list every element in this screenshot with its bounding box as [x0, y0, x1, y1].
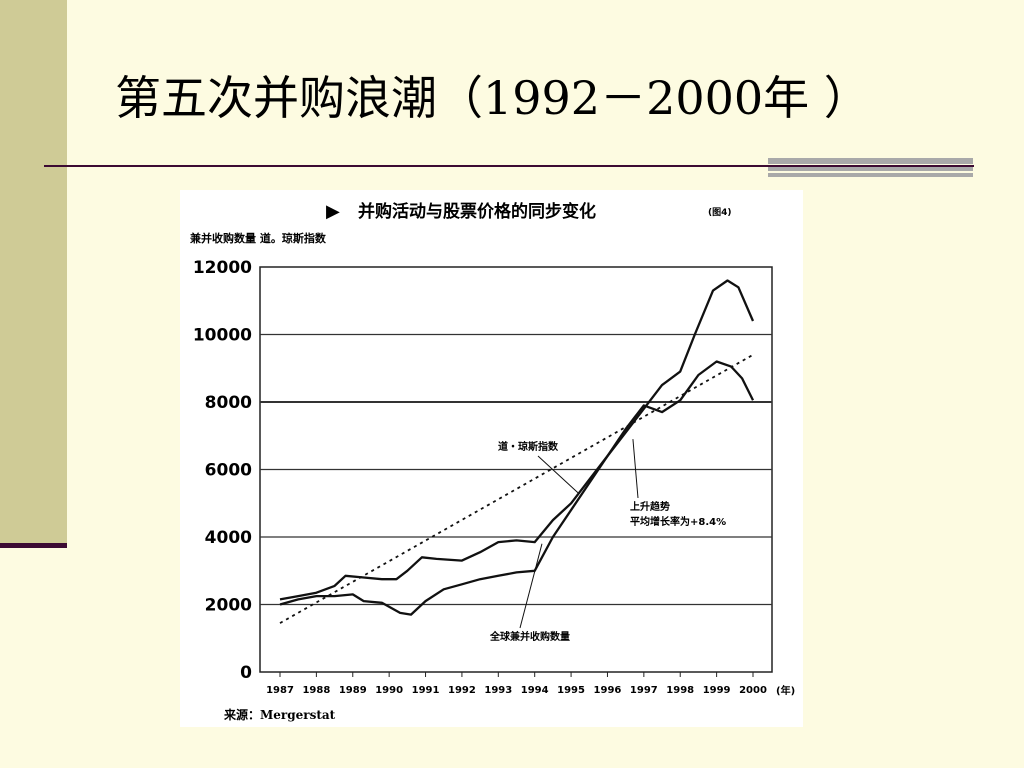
series-line-0: [279, 279, 755, 601]
x-tick-label-1991: 1991: [412, 685, 440, 696]
slide-title: 第五次并购浪潮（1992－2000年 ）: [115, 71, 870, 125]
y-tick-label-10000: 10000: [193, 326, 252, 346]
side-bar-decoration: [0, 0, 67, 543]
y-axis-label: 兼并收购数量 道。琼斯指数: [190, 231, 327, 245]
x-tick-label-1990: 1990: [375, 685, 403, 696]
x-tick-label-1989: 1989: [339, 685, 367, 696]
annotation-label-1-line2: 平均增长率为+8.4%: [630, 515, 726, 528]
chart-figure-ref: (图4): [708, 207, 732, 218]
x-tick-label-1994: 1994: [521, 685, 549, 696]
title-rule: [44, 165, 974, 167]
x-tick-label-1999: 1999: [703, 685, 731, 696]
x-tick-label-1988: 1988: [302, 685, 330, 696]
x-tick-label-1992: 1992: [448, 685, 476, 696]
title-rule-accent: [768, 158, 973, 178]
x-tick-label-1987: 1987: [266, 685, 294, 696]
x-tick-label-1997: 1997: [630, 685, 658, 696]
annotation-label-2: 全球兼并收购数量: [489, 630, 570, 643]
annotation-label-1: 上升趋势: [630, 500, 670, 513]
series-line-2: [279, 354, 754, 624]
y-tick-label-12000: 12000: [193, 258, 252, 278]
y-tick-label-0: 0: [240, 663, 252, 683]
x-tick-label-1998: 1998: [666, 685, 694, 696]
x-axis-unit: (年): [776, 684, 795, 697]
annotation-label-0: 道・琼斯指数: [498, 440, 559, 453]
x-tick-label-1993: 1993: [484, 685, 512, 696]
chart-title-marker: ▶: [326, 201, 340, 222]
y-tick-label-4000: 4000: [205, 528, 252, 548]
x-tick-label-1995: 1995: [557, 685, 585, 696]
annotation-leader-1: [632, 439, 639, 499]
chart-figure: ▶ 并购活动与股票价格的同步变化 (图4) 兼并收购数量 道。琼斯指数 0 200…: [180, 190, 803, 727]
annotation-leader-0: [537, 455, 579, 494]
chart-title: 并购活动与股票价格的同步变化: [358, 201, 596, 222]
y-tick-label-2000: 2000: [205, 596, 252, 616]
plot-area: 0 2000 4000 6000 8000 10000 12000 1987 1988 1989 1…: [193, 258, 773, 696]
annotation-leader-2: [519, 543, 543, 629]
y-tick-label-8000: 8000: [205, 393, 252, 413]
merger-chart: ▶ 并购活动与股票价格的同步变化 (图4) 兼并收购数量 道。琼斯指数 0 200…: [190, 201, 795, 722]
x-tick-label-2000: 2000: [739, 685, 767, 696]
y-tick-label-6000: 6000: [205, 461, 252, 481]
series-line-1: [279, 360, 755, 616]
chart-source: 来源：Mergerstat: [223, 707, 336, 722]
side-bar-base-line: [0, 543, 67, 548]
x-tick-label-1996: 1996: [594, 685, 622, 696]
